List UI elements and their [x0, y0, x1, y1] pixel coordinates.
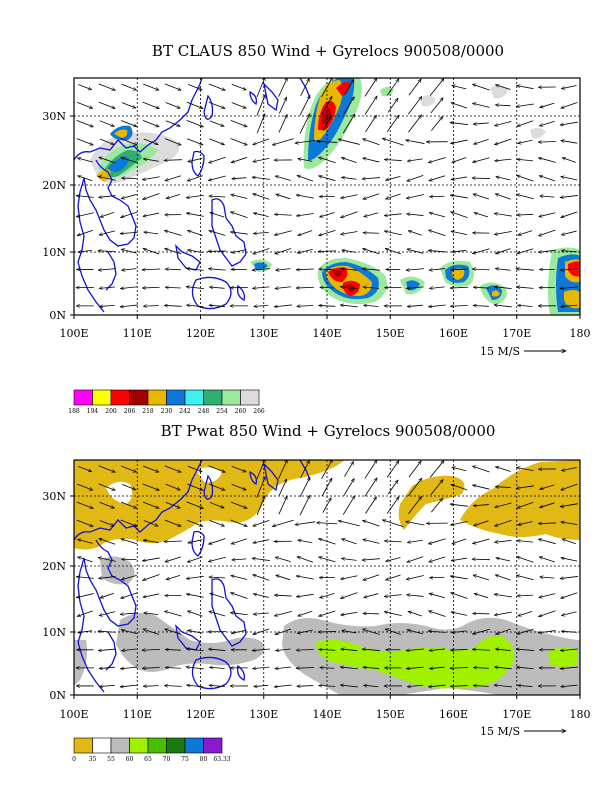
colorbar-swatch — [111, 390, 130, 405]
colorbar-swatch — [111, 738, 130, 753]
lon-tick-label: 140E — [312, 708, 341, 721]
colorbar-label: 80 — [200, 756, 208, 763]
colorbar-label: 75 — [181, 756, 189, 763]
panel1-lat-ticks: 30N 20N 10N 0N — [42, 110, 74, 322]
lat-tick-label: 20N — [42, 560, 66, 573]
colorbar-swatch — [167, 738, 186, 753]
colorbar-swatch — [185, 390, 204, 405]
panel2-vector-ref-label: 15 M/S — [480, 725, 520, 738]
lon-tick-label: 100E — [59, 327, 88, 340]
colorbar-label: 206 — [124, 408, 136, 415]
lat-tick-label: 20N — [42, 179, 66, 192]
panel1-map — [74, 77, 580, 315]
colorbar-swatch — [148, 390, 167, 405]
lat-tick-label: 10N — [42, 246, 66, 259]
panel1-vector-ref-label: 15 M/S — [480, 345, 520, 358]
colorbar-label: 200 — [105, 408, 117, 415]
colorbar-swatch — [241, 390, 260, 405]
lat-tick-label: 0N — [49, 309, 66, 322]
lon-tick-label: 120E — [186, 327, 215, 340]
lat-tick-label: 30N — [42, 110, 66, 123]
lon-tick-label: 100E — [59, 708, 88, 721]
colorbar-label: 248 — [198, 408, 210, 415]
panel1-colorbar: 188 194 200 206 218 230 242 248 254 260 266 — [68, 390, 265, 415]
colorbar-swatch — [204, 738, 223, 753]
colorbar-swatch — [130, 390, 149, 405]
panel1-title: BT CLAUS 850 Wind + Gyrelocs 900508/0000 — [152, 42, 504, 60]
panel2-map — [74, 459, 580, 695]
lon-tick-label: 110E — [123, 708, 152, 721]
wind-vector — [363, 233, 379, 234]
colorbar-label: 188 — [68, 408, 80, 415]
colorbar-swatch — [130, 738, 149, 753]
panel1-lon-ticks: 100E 110E 120E 130E 140E 150E 160E 170E 180 — [59, 315, 590, 340]
lat-tick-label: 0N — [49, 689, 66, 702]
lon-tick-label: 180 — [570, 708, 591, 721]
colorbar-label: 260 — [235, 408, 247, 415]
colorbar-label: 266 — [253, 408, 265, 415]
colorbar-label: 63.33 — [213, 756, 230, 763]
colorbar-label: 70 — [163, 756, 171, 763]
lon-tick-label: 170E — [502, 327, 531, 340]
lon-tick-label: 170E — [502, 708, 531, 721]
colorbar-swatch — [222, 390, 241, 405]
panel2-colorbar: 0 35 55 60 65 70 75 80 63.33 — [72, 738, 231, 763]
colorbar-label: 55 — [107, 756, 115, 763]
lon-tick-label: 150E — [376, 708, 405, 721]
wind-vector — [363, 613, 379, 614]
colorbar-label: 194 — [87, 408, 99, 415]
wind-vector — [430, 196, 445, 197]
colorbar-label: 60 — [126, 756, 134, 763]
lon-tick-label: 150E — [376, 327, 405, 340]
panel2-title: BT Pwat 850 Wind + Gyrelocs 900508/0000 — [161, 422, 496, 440]
lon-tick-label: 180 — [570, 327, 591, 340]
colorbar-swatch — [185, 738, 204, 753]
colorbar-swatch — [93, 390, 112, 405]
colorbar-label: 218 — [142, 408, 154, 415]
colorbar-label: 65 — [144, 756, 152, 763]
lon-tick-label: 130E — [249, 327, 278, 340]
lon-tick-label: 160E — [439, 327, 468, 340]
lon-tick-label: 110E — [123, 327, 152, 340]
colorbar-label: 242 — [179, 408, 191, 415]
colorbar-swatch — [93, 738, 112, 753]
panel1-vector-reference: 15 M/S — [480, 345, 566, 358]
lat-tick-label: 10N — [42, 626, 66, 639]
colorbar-swatch — [204, 390, 223, 405]
colorbar-swatch — [74, 390, 93, 405]
colorbar-label: 0 — [72, 756, 76, 763]
colorbar-swatch — [167, 390, 186, 405]
lon-tick-label: 120E — [186, 708, 215, 721]
panel2-lat-ticks: 30N 20N 10N 0N — [42, 490, 74, 702]
colorbar-label: 254 — [216, 408, 228, 415]
lon-tick-label: 130E — [249, 708, 278, 721]
colorbar-swatch — [148, 738, 167, 753]
lat-tick-label: 30N — [42, 490, 66, 503]
colorbar-label: 35 — [89, 756, 97, 763]
lon-tick-label: 160E — [439, 708, 468, 721]
lon-tick-label: 140E — [312, 327, 341, 340]
panel2-lon-ticks: 100E 110E 120E 130E 140E 150E 160E 170E 180 — [59, 695, 590, 721]
colorbar-label: 230 — [161, 408, 173, 415]
wind-vector — [430, 577, 445, 578]
panel2-vector-reference: 15 M/S — [480, 725, 566, 738]
colorbar-swatch — [74, 738, 93, 753]
